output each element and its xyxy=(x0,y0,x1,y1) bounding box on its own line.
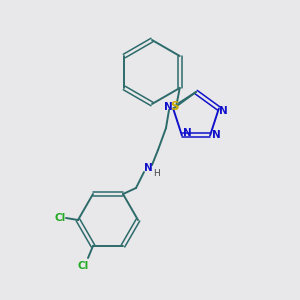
Text: N: N xyxy=(164,102,172,112)
Text: N: N xyxy=(182,128,191,138)
Text: N: N xyxy=(144,163,152,173)
Text: N: N xyxy=(212,130,220,140)
Text: H: H xyxy=(154,169,160,178)
Text: N: N xyxy=(220,106,228,116)
Text: Cl: Cl xyxy=(77,261,88,271)
Text: Cl: Cl xyxy=(54,213,66,223)
Text: S: S xyxy=(170,100,178,112)
